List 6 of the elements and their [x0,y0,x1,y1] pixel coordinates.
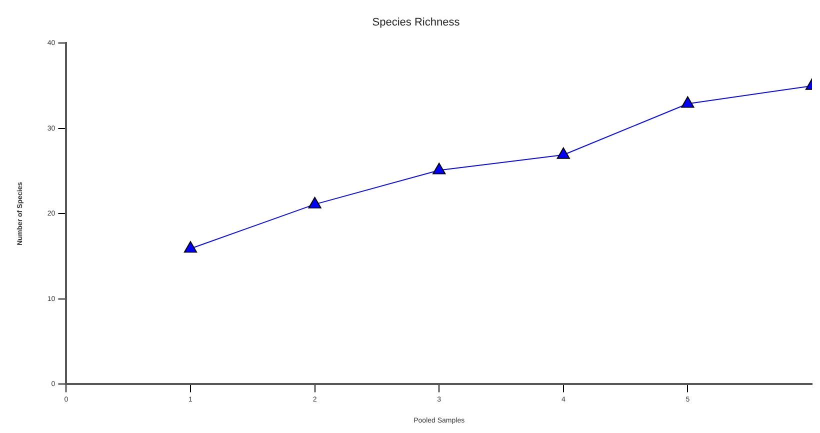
point [184,241,198,253]
point [681,96,694,108]
chart-title: Species Richness [372,16,460,29]
point [556,147,570,159]
point [308,196,322,208]
point [432,162,446,174]
